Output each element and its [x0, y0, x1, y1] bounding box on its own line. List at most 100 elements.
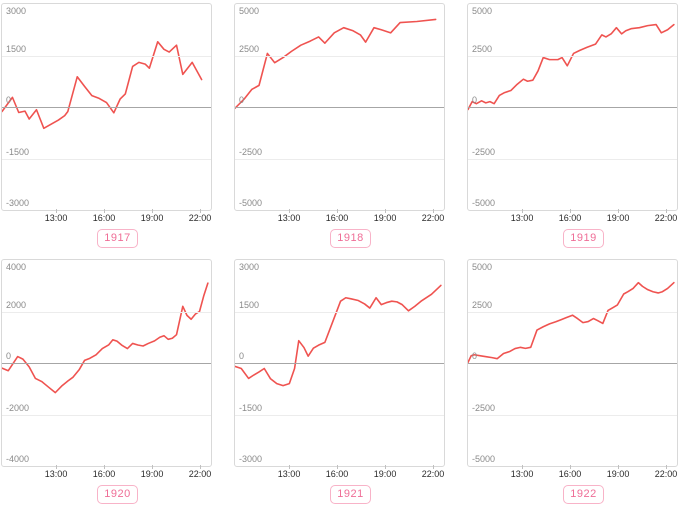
y-tick-label: 4000 [6, 262, 27, 272]
grid-line [235, 55, 444, 57]
x-tick-mark [522, 209, 524, 213]
x-tick-mark [385, 465, 387, 469]
x-axis: 13:00 16:00 19:00 22:00 [467, 209, 678, 224]
year-badge[interactable]: 1921 [330, 485, 371, 504]
x-tick-mark [199, 465, 201, 469]
x-tick-label: 16:00 [325, 213, 349, 223]
y-tick-label: -2500 [472, 146, 496, 157]
x-tick-mark [432, 465, 434, 469]
chart-plot-area: 5000 2500 0 -2500 -5000 [467, 3, 678, 211]
series-line [2, 283, 208, 392]
chart-cell: 5000 2500 0 -2500 -5000 13:00 16:00 19:00 22:00… [234, 3, 467, 249]
y-tick-label: 2500 [472, 43, 493, 54]
y-tick-label: 5000 [239, 6, 260, 16]
x-tick-label: 16:00 [325, 469, 349, 479]
y-tick-label: 1500 [6, 43, 27, 54]
x-axis: 13:00 16:00 19:00 22:00 [467, 465, 678, 480]
x-tick-mark [432, 209, 434, 213]
y-tick-label: -2500 [472, 402, 496, 413]
y-tick-label: -5000 [472, 198, 496, 208]
x-tick-label: 22:00 [421, 213, 445, 223]
x-tick-label: 22:00 [188, 213, 212, 223]
x-axis: 13:00 16:00 19:00 22:00 [234, 465, 445, 480]
grid-line [2, 311, 211, 313]
x-tick-label: 16:00 [92, 469, 116, 479]
x-tick-mark [289, 209, 291, 213]
y-tick-label: 2000 [6, 299, 27, 310]
y-tick-label: -3000 [6, 198, 30, 208]
x-tick-label: 19:00 [373, 469, 397, 479]
x-tick-mark [56, 465, 58, 469]
series-line [235, 285, 441, 385]
year-badge[interactable]: 1919 [563, 229, 604, 248]
x-tick-mark [103, 465, 105, 469]
x-tick-mark [522, 465, 524, 469]
x-tick-label: 13:00 [510, 213, 534, 223]
x-axis: 13:00 16:00 19:00 22:00 [1, 465, 212, 480]
series-line [235, 19, 436, 108]
x-tick-label: 19:00 [373, 213, 397, 223]
line-series-svg [468, 260, 677, 466]
grid-line [2, 414, 211, 416]
x-tick-mark [665, 465, 667, 469]
y-tick-label: -5000 [472, 454, 496, 464]
grid-line [2, 158, 211, 160]
line-series-svg [2, 260, 211, 466]
grid-line [468, 55, 677, 57]
grid-line [235, 158, 444, 160]
year-badge[interactable]: 1917 [97, 229, 138, 248]
grid-line [2, 55, 211, 57]
grid-line [468, 311, 677, 313]
y-tick-label: 5000 [472, 262, 493, 272]
y-tick-label: -1500 [6, 146, 30, 157]
x-tick-label: 22:00 [654, 213, 678, 223]
x-tick-label: 13:00 [277, 469, 301, 479]
x-tick-mark [152, 465, 154, 469]
y-tick-label: -5000 [239, 198, 263, 208]
year-badge[interactable]: 1922 [563, 485, 604, 504]
year-badge[interactable]: 1920 [97, 485, 138, 504]
zero-line [2, 363, 211, 364]
x-tick-label: 13:00 [277, 213, 301, 223]
y-tick-label: -3000 [239, 454, 263, 464]
year-label-row: 1917 [1, 228, 234, 249]
x-tick-label: 22:00 [188, 469, 212, 479]
y-tick-label: 0 [6, 351, 12, 361]
x-tick-label: 19:00 [140, 213, 164, 223]
x-tick-mark [56, 209, 58, 213]
chart-cell: 5000 2500 0 -2500 -5000 13:00 16:00 19:00 22:00… [467, 259, 700, 505]
y-tick-label: 0 [472, 95, 478, 105]
year-label-row: 1920 [1, 484, 234, 505]
y-tick-label: -1500 [239, 402, 263, 413]
chart-plot-area: 3000 1500 0 -1500 -3000 [1, 3, 212, 211]
zero-line [468, 363, 677, 364]
series-line [468, 283, 674, 363]
chart-plot-area: 5000 2500 0 -2500 -5000 [467, 259, 678, 467]
zero-line [468, 107, 677, 108]
chart-plot-area: 3000 1500 0 -1500 -3000 [234, 259, 445, 467]
x-tick-mark [569, 465, 571, 469]
chart-cell: 3000 1500 0 -1500 -3000 13:00 16:00 19:00 22:00… [1, 3, 234, 249]
grid-line [235, 414, 444, 416]
year-badge[interactable]: 1918 [330, 229, 371, 248]
grid-line [235, 311, 444, 313]
y-tick-label: 0 [6, 95, 12, 105]
chart-cell: 5000 2500 0 -2500 -5000 13:00 16:00 19:00 22:00… [467, 3, 700, 249]
x-axis: 13:00 16:00 19:00 22:00 [1, 209, 212, 224]
x-axis: 13:00 16:00 19:00 22:00 [234, 209, 445, 224]
y-tick-label: -2500 [239, 146, 263, 157]
x-tick-label: 16:00 [558, 469, 582, 479]
x-tick-label: 19:00 [606, 213, 630, 223]
line-series-svg [468, 4, 677, 210]
x-tick-mark [289, 465, 291, 469]
x-tick-mark [618, 465, 620, 469]
x-tick-label: 22:00 [654, 469, 678, 479]
x-tick-mark [336, 465, 338, 469]
line-series-svg [2, 4, 211, 210]
x-tick-mark [385, 209, 387, 213]
y-tick-label: 5000 [472, 6, 493, 16]
year-label-row: 1918 [234, 228, 467, 249]
y-tick-label: 0 [239, 95, 245, 105]
y-tick-label: 3000 [239, 262, 260, 272]
